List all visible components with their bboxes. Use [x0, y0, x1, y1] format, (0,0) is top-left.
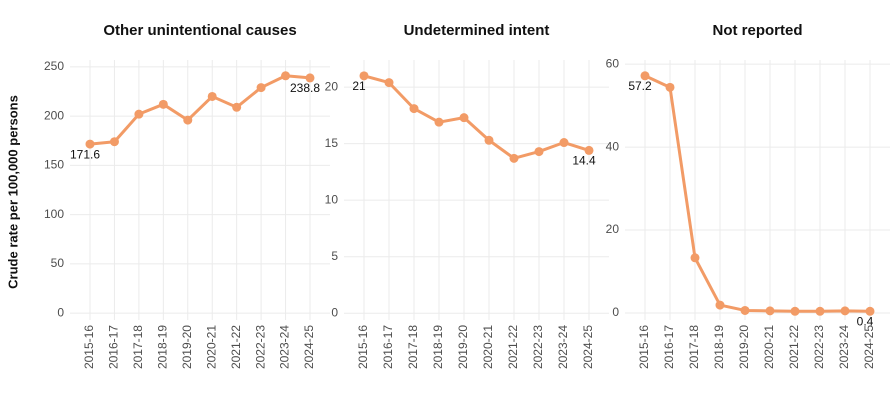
point	[740, 305, 750, 315]
y-tick-label: 200	[44, 108, 64, 122]
data-label: 21	[352, 79, 366, 93]
data-label: 57.2	[628, 79, 652, 93]
point	[534, 147, 544, 157]
x-tick-label: 2020-21	[762, 325, 776, 369]
point	[790, 306, 800, 316]
y-tick-label: 250	[44, 59, 64, 73]
x-tick-label: 2018-19	[156, 325, 170, 369]
data-label: 14.4	[572, 154, 596, 168]
x-tick-label: 2022-23	[253, 325, 267, 369]
point	[183, 115, 193, 125]
x-tick-label: 2015-16	[82, 325, 96, 369]
x-tick-label: 2024-25	[581, 325, 595, 369]
point	[484, 135, 494, 145]
point	[715, 300, 725, 310]
point	[256, 83, 266, 93]
point	[640, 71, 650, 81]
point	[559, 138, 569, 148]
panel-title: Other unintentional causes	[103, 22, 296, 39]
x-tick-label: 2019-20	[456, 325, 470, 369]
point	[109, 137, 119, 147]
y-tick-label: 20	[606, 222, 620, 236]
x-tick-label: 2024-25	[862, 325, 876, 369]
point	[815, 306, 825, 316]
y-tick-label: 100	[44, 207, 64, 221]
panel-title: Undetermined intent	[404, 22, 550, 39]
x-tick-label: 2021-22	[229, 325, 243, 369]
y-tick-label: 0	[57, 305, 64, 319]
x-tick-label: 2016-17	[107, 325, 121, 369]
point	[281, 71, 291, 81]
point	[359, 71, 369, 81]
point	[459, 113, 469, 123]
point	[434, 117, 444, 127]
point	[509, 153, 519, 163]
x-tick-label: 2018-19	[431, 325, 445, 369]
point	[232, 102, 242, 112]
y-tick-label: 60	[606, 56, 620, 70]
y-tick-label: 50	[51, 256, 65, 270]
y-tick-label: 5	[331, 249, 338, 263]
line	[89, 74, 311, 146]
y-tick-label: 40	[606, 139, 620, 153]
y-tick-label: 10	[325, 192, 339, 206]
point	[690, 253, 700, 263]
x-tick-label: 2023-24	[837, 325, 851, 369]
x-tick-label: 2022-23	[812, 325, 826, 369]
x-tick-label: 2020-21	[204, 325, 218, 369]
point	[584, 145, 594, 155]
point	[765, 306, 775, 316]
point	[384, 78, 394, 88]
data-label: 238.8	[290, 81, 320, 95]
y-tick-label: 0	[612, 305, 619, 319]
x-tick-label: 2016-17	[381, 325, 395, 369]
point	[134, 109, 144, 119]
x-tick-label: 2021-22	[787, 325, 801, 369]
x-tick-label: 2024-25	[302, 325, 316, 369]
x-tick-label: 2015-16	[637, 325, 651, 369]
x-tick-label: 2019-20	[180, 325, 194, 369]
point	[865, 306, 875, 316]
point	[207, 91, 217, 101]
data-label: 171.6	[70, 147, 100, 161]
y-tick-label: 20	[325, 79, 339, 93]
line	[363, 74, 590, 160]
panel-title: Not reported	[713, 22, 803, 39]
point	[158, 99, 168, 109]
point	[840, 306, 850, 316]
y-tick-label: 150	[44, 158, 64, 172]
x-tick-label: 2017-18	[687, 325, 701, 369]
point	[305, 73, 315, 83]
x-tick-label: 2016-17	[662, 325, 676, 369]
x-tick-label: 2017-18	[131, 325, 145, 369]
y-axis-label: Crude rate per 100,000 persons	[5, 95, 20, 289]
line	[644, 74, 871, 313]
x-tick-label: 2015-16	[356, 325, 370, 369]
x-tick-label: 2023-24	[278, 325, 292, 369]
y-tick-label: 0	[331, 305, 338, 319]
x-tick-label: 2023-24	[556, 325, 570, 369]
x-tick-label: 2017-18	[406, 325, 420, 369]
x-tick-label: 2022-23	[531, 325, 545, 369]
x-tick-label: 2021-22	[506, 325, 520, 369]
x-tick-label: 2019-20	[737, 325, 751, 369]
x-tick-label: 2018-19	[712, 325, 726, 369]
data-label: 0.4	[857, 314, 874, 328]
point	[409, 104, 419, 114]
x-tick-label: 2020-21	[481, 325, 495, 369]
point	[85, 139, 95, 149]
y-tick-label: 15	[325, 136, 339, 150]
point	[665, 82, 675, 92]
